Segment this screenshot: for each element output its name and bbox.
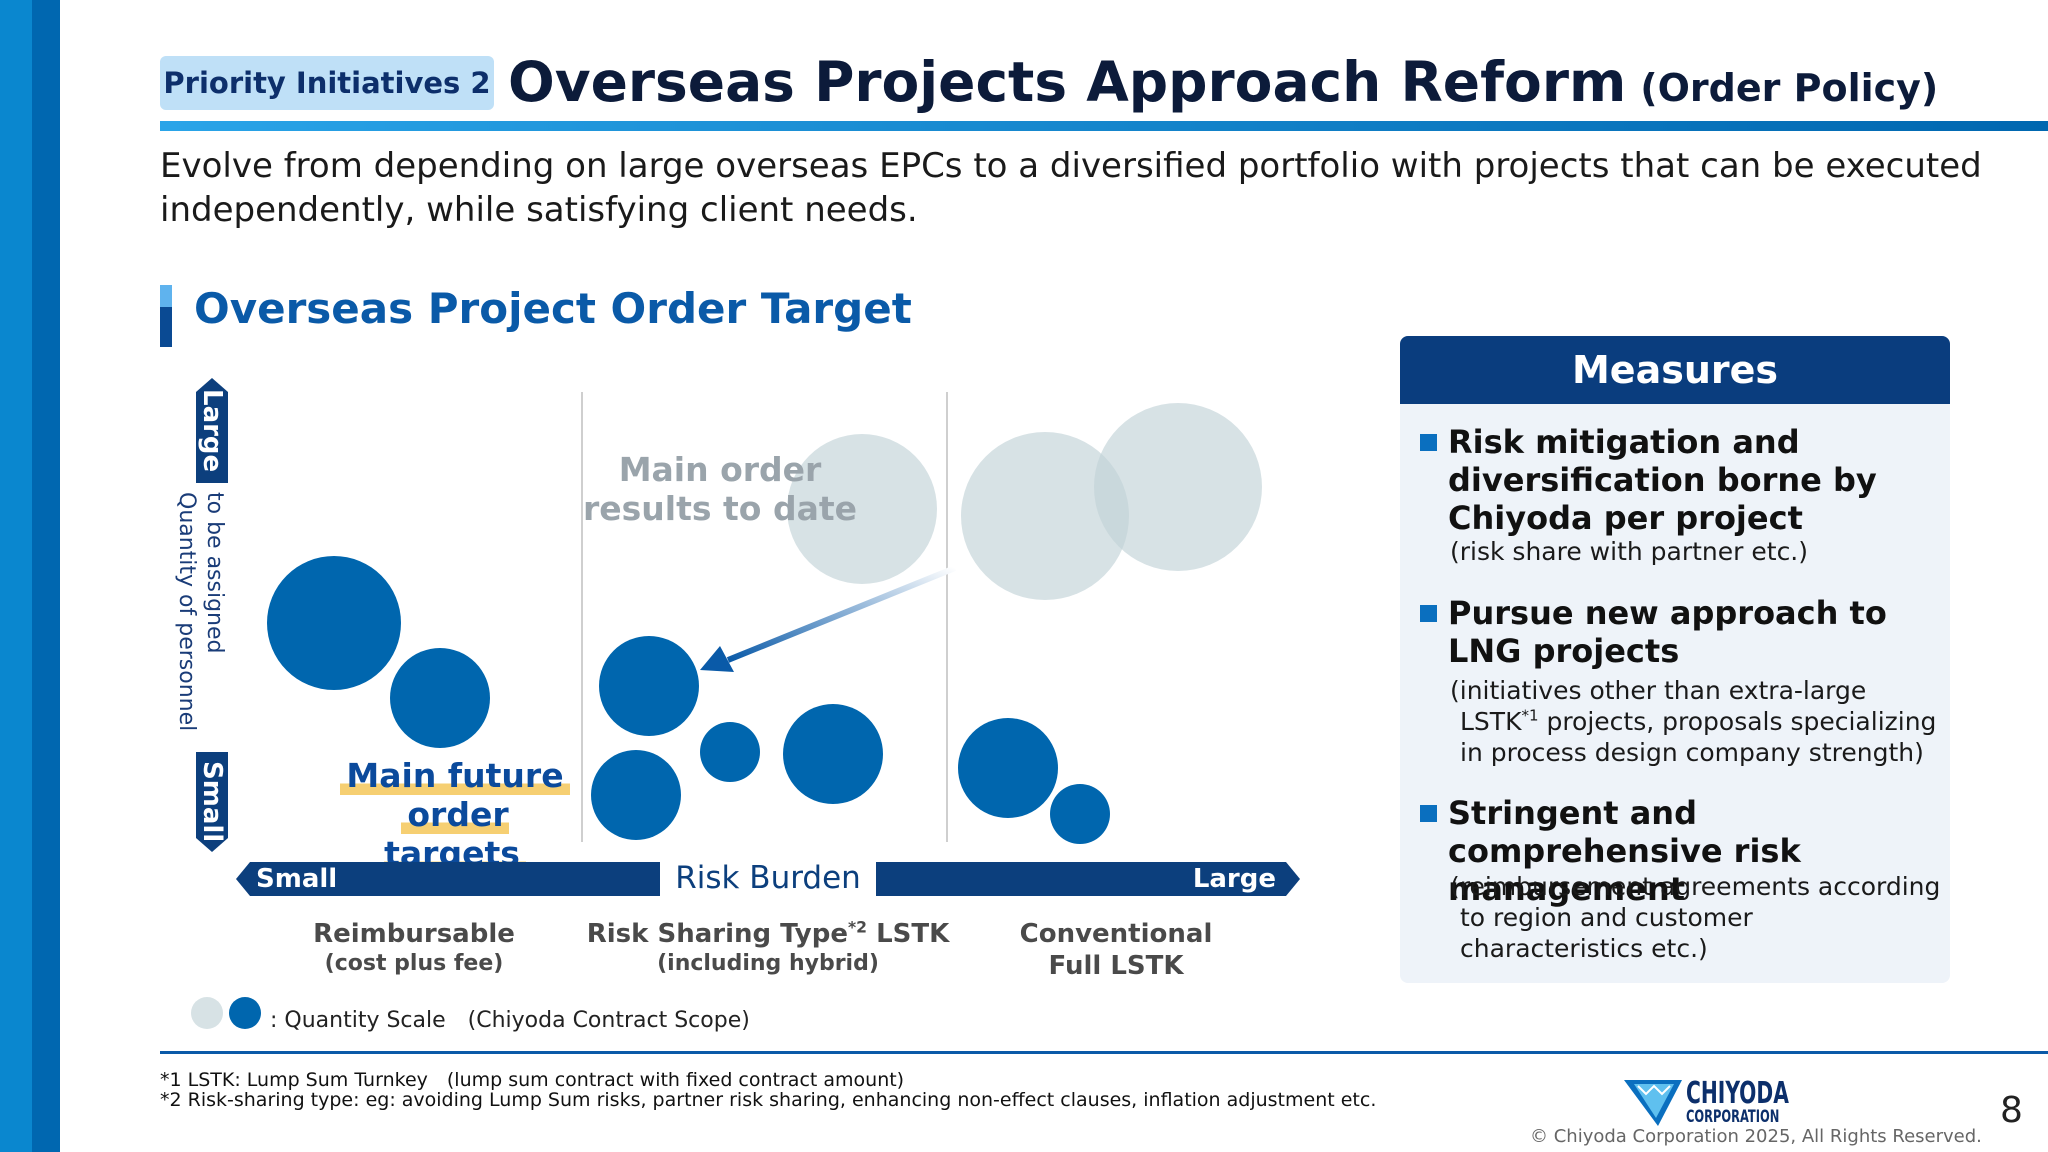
x-axis-right-arrow: Large — [876, 862, 1300, 896]
footnote-2: *2 Risk-sharing type: eg: avoiding Lump … — [160, 1089, 1377, 1111]
measure-note-2-line1: (initiatives other than extra-large — [1450, 676, 1867, 705]
category-name-pre: Risk Sharing Type — [586, 919, 849, 949]
category-sub: (cost plus fee) — [324, 951, 504, 976]
chiyoda-logo-text: CHIYODA CORPORATION — [1686, 1076, 1789, 1127]
measure-note-3: (reimbursement agreements according to r… — [1450, 871, 1945, 964]
measure-note-3-line2: to region and customer — [1460, 903, 1753, 932]
results-bubble — [787, 434, 937, 584]
category-name: Risk Sharing Type*2 LSTK — [578, 918, 958, 950]
measure-note-2-line3: in process design company strength) — [1460, 738, 1924, 767]
intro-text: Evolve from depending on large overseas … — [160, 146, 1982, 230]
x-axis-left-arrow: Small — [236, 862, 660, 896]
bullet-icon — [1420, 434, 1437, 451]
x-axis-right-label: Large — [1192, 864, 1276, 894]
logo-line2: CORPORATION — [1686, 1107, 1780, 1127]
measure-note-2: (initiatives other than extra-large LSTK… — [1450, 675, 1945, 768]
legend-label: : Quantity Scale (Chiyoda Contract Scope… — [270, 1008, 750, 1033]
target-label: Main future order targets — [330, 756, 580, 873]
y-axis-label-line2: to be assigned — [202, 492, 227, 654]
title-underline — [160, 121, 2048, 131]
target-bubble — [591, 750, 681, 840]
results-bubble — [1094, 403, 1262, 571]
legend-results-swatch — [191, 997, 223, 1029]
measure-note-2-line2: LSTK*1 projects, proposals specializing — [1450, 706, 1945, 737]
target-bubble — [783, 704, 883, 804]
measure-title-3: Stringent and comprehensive risk managem… — [1448, 794, 1801, 908]
logo-line1: CHIYODA — [1686, 1076, 1789, 1111]
target-bubble — [700, 722, 760, 782]
category-conventional: Conventional Full LSTK — [966, 918, 1266, 982]
y-axis-label-line1: Quantity of personnel — [174, 492, 199, 732]
target-label-line1: Main future — [340, 756, 570, 795]
bullet-icon — [1420, 805, 1437, 822]
measure-note-1: (risk share with partner etc.) — [1450, 537, 1809, 566]
target-bubble — [390, 648, 490, 748]
y-axis-bottom-arrow: Small — [196, 752, 228, 852]
category-sup: *2 — [848, 918, 868, 937]
measure-note-3-line1: (reimbursement agreements according — [1450, 872, 1941, 901]
measures-panel — [1400, 336, 1950, 983]
measure-title-1: Risk mitigation and diversification born… — [1448, 423, 1877, 537]
target-label-line2: order targets — [384, 795, 526, 873]
x-axis-label: Risk Burden — [675, 860, 861, 896]
section-marker — [160, 285, 172, 347]
priority-tag: Priority Initiatives 2 — [160, 56, 494, 110]
page-title-main: Overseas Projects Approach Reform — [508, 50, 1627, 114]
measure-note-3-line3: characteristics etc.) — [1460, 934, 1708, 963]
y-axis-top-arrow: Large — [196, 378, 228, 483]
category-risk-sharing: Risk Sharing Type*2 LSTK (including hybr… — [578, 918, 958, 978]
copyright: © Chiyoda Corporation 2025, All Rights R… — [1530, 1126, 1982, 1147]
target-bubble — [1050, 784, 1110, 844]
measure-note-2-post: projects, proposals specializing — [1538, 707, 1937, 736]
page-title-sub: (Order Policy) — [1640, 66, 1939, 110]
category-name: Reimbursable — [313, 919, 515, 949]
arrow-head — [700, 646, 734, 672]
category-sub: Full LSTK — [1048, 951, 1184, 981]
results-label: Main order results to date — [583, 450, 857, 528]
category-sub: (including hybrid) — [657, 951, 879, 976]
y-axis-top-label: Large — [197, 388, 227, 473]
footnote-1: *1 LSTK: Lump Sum Turnkey (lump sum cont… — [160, 1069, 905, 1091]
category-name-post: LSTK — [867, 919, 950, 949]
x-axis-left-label: Small — [256, 864, 338, 894]
page-title: Overseas Projects Approach Reform (Order … — [508, 50, 1938, 114]
measure-title-2: Pursue new approach to LNG projects — [1448, 594, 1887, 670]
left-accent-bar-inner — [32, 0, 60, 1152]
arrow-shaft — [726, 565, 957, 663]
legend-target-swatch — [229, 997, 261, 1029]
category-divider-2 — [946, 392, 948, 842]
category-divider-1 — [581, 392, 583, 842]
category-reimbursable: Reimbursable (cost plus fee) — [264, 918, 564, 978]
measure-note-2-pre: LSTK — [1460, 707, 1522, 736]
target-bubble — [599, 636, 699, 736]
chiyoda-logo-icon — [1624, 1080, 1682, 1126]
measures-header: Measures — [1400, 336, 1950, 404]
footer-rule — [160, 1051, 2048, 1054]
target-bubble — [267, 556, 401, 690]
page-number: 8 — [2000, 1090, 2023, 1131]
y-axis-label: Quantity of personnel to be assigned — [170, 492, 230, 732]
section-title: Overseas Project Order Target — [194, 284, 912, 333]
shift-arrow — [700, 565, 957, 672]
target-bubble — [958, 718, 1058, 818]
measure-note-2-sup: *1 — [1521, 706, 1539, 725]
bullet-icon — [1420, 605, 1437, 622]
y-axis-bottom-label: Small — [197, 761, 227, 843]
category-name: Conventional — [1019, 919, 1213, 949]
